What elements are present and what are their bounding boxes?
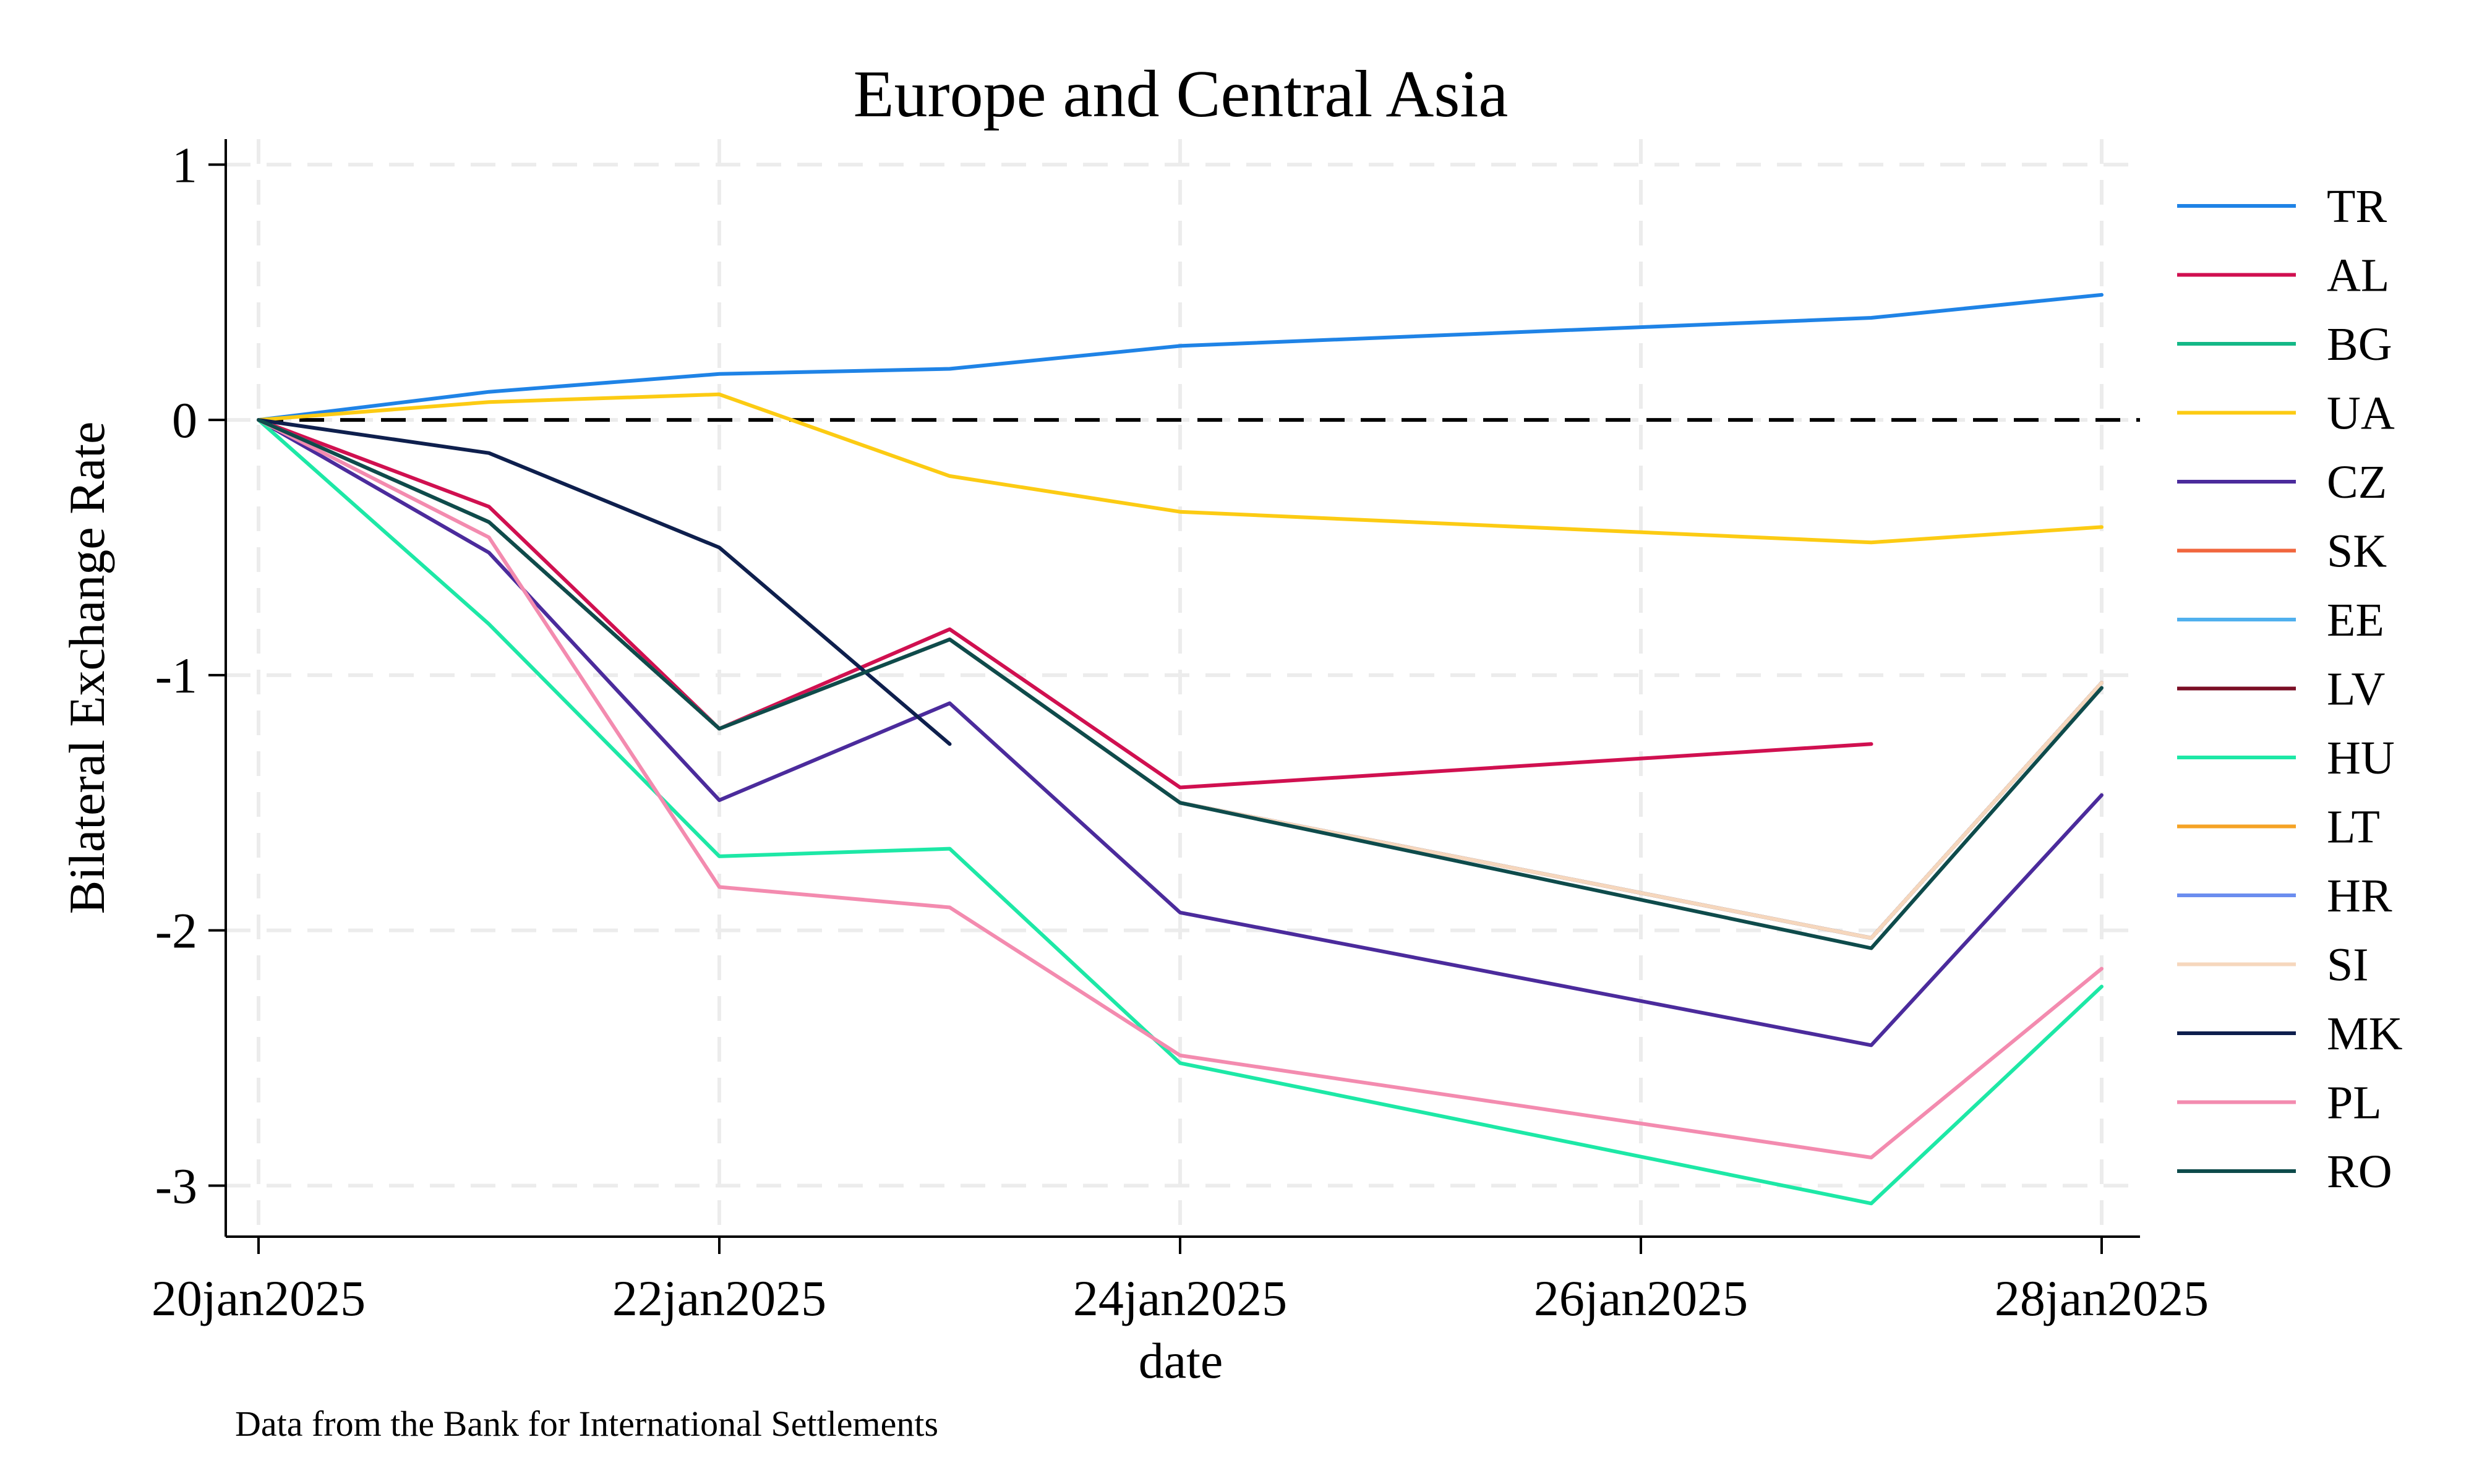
- legend-label-al: AL: [2327, 250, 2389, 302]
- legend-label-ro: RO: [2327, 1146, 2392, 1198]
- series-lines: [257, 292, 2104, 1206]
- legend-label-si: SI: [2327, 939, 2369, 991]
- legend-label-bg: BG: [2327, 318, 2392, 370]
- x-axis-ticks: 20jan2025 22jan2025 24jan2025 26jan2025 28ja…: [152, 1237, 2209, 1326]
- legend: TR AL BG UA CZ SK EE LV HU LT HR SI MK PL RO: [2177, 181, 2403, 1198]
- legend-label-tr: TR: [2327, 181, 2387, 232]
- legend-label-hu: HU: [2327, 732, 2395, 784]
- series-line-hu: [257, 418, 2104, 1206]
- y-tick-label: 0: [172, 392, 197, 448]
- axes: [225, 139, 2140, 1238]
- legend-label-sk: SK: [2327, 526, 2387, 578]
- chart-title: Europe and Central Asia: [854, 58, 1509, 131]
- legend-label-ee: EE: [2327, 594, 2384, 646]
- x-tick-label: 20jan2025: [152, 1270, 366, 1326]
- legend-label-lv: LV: [2327, 663, 2385, 715]
- y-axis-title: Bilateral Exchange Rate: [59, 422, 115, 915]
- source-note: Data from the Bank for International Set…: [235, 1404, 938, 1444]
- x-axis-title: date: [1139, 1333, 1223, 1389]
- x-tick-label: 26jan2025: [1534, 1270, 1748, 1326]
- series-line-pl: [257, 418, 2104, 1159]
- legend-label-mk: MK: [2327, 1008, 2403, 1060]
- legend-label-hr: HR: [2327, 870, 2392, 922]
- series-line-al: [257, 418, 1873, 790]
- series-line-cz: [257, 418, 2104, 1047]
- x-tick-label: 24jan2025: [1073, 1270, 1287, 1326]
- series-line-ua: [257, 392, 2104, 545]
- series-line-ro: [257, 418, 2104, 950]
- y-tick-label: 1: [172, 137, 197, 193]
- y-axis-ticks: 1 0 -1 -2 -3: [155, 137, 226, 1214]
- y-tick-label: -2: [155, 903, 197, 959]
- x-tick-label: 28jan2025: [1995, 1270, 2209, 1326]
- y-tick-label: -1: [155, 647, 197, 704]
- legend-label-lt: LT: [2327, 801, 2380, 853]
- legend-label-ua: UA: [2327, 388, 2395, 440]
- legend-label-pl: PL: [2327, 1077, 2382, 1129]
- series-line-tr: [257, 292, 2104, 422]
- y-tick-label: -3: [155, 1158, 197, 1214]
- legend-label-cz: CZ: [2327, 456, 2387, 508]
- x-tick-label: 22jan2025: [612, 1270, 826, 1326]
- series-line-mk: [257, 418, 952, 746]
